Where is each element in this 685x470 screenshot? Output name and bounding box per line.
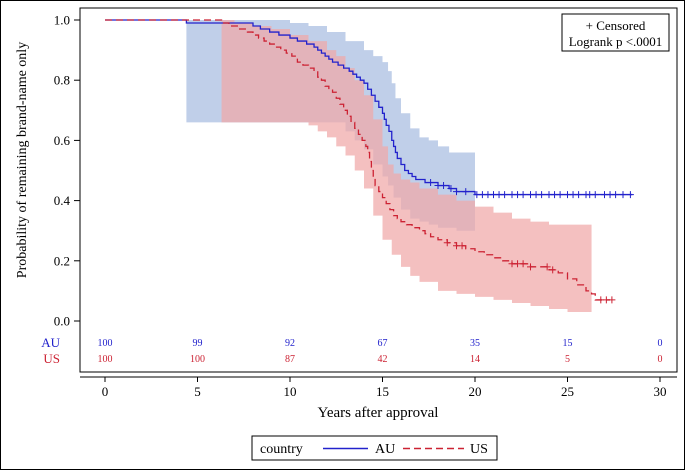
x-axis: 0 5 10 15 20 25 30 (80, 376, 677, 399)
y-tick-label: 0.0 (54, 314, 70, 329)
at-risk-value-us: 100 (98, 354, 113, 365)
censor-mark-au-0 (427, 179, 435, 187)
line-au (105, 19, 633, 196)
y-tick-label: 0.8 (54, 73, 70, 88)
plot-frame (79, 7, 678, 373)
censor-mark-au-5 (462, 188, 470, 196)
x-tick-label: 15 (376, 384, 389, 399)
censor-mark-au-11 (501, 191, 509, 199)
censor-mark-au-29 (612, 191, 620, 199)
censor-mark-au-26 (591, 191, 599, 199)
censor-mark-us-8 (549, 266, 557, 274)
at-risk-value-au: 0 (658, 338, 663, 349)
censor-mark-au-20 (556, 191, 564, 199)
legend-title: country (260, 442, 303, 457)
censor-mark-us-2 (458, 242, 466, 250)
y-tick-label: 0.4 (54, 193, 71, 208)
survival-lines (105, 19, 633, 301)
censored-label: + Censored (586, 18, 646, 33)
x-tick-label: 10 (284, 384, 297, 399)
legend-entry-au: AU (375, 442, 395, 457)
x-axis-label: Years after approval (318, 405, 439, 421)
x-tick-label: 25 (561, 384, 574, 399)
confidence-bands (105, 20, 592, 315)
at-risk-table: AU 100 99 92 67 35 15 0 US 100 100 87 42 14 5 0 (41, 335, 662, 366)
at-risk-value-us: 87 (285, 354, 295, 365)
censor-mark-au-3 (447, 185, 455, 193)
censor-mark-au-30 (619, 191, 627, 199)
band-au (105, 20, 475, 231)
line-us (105, 19, 611, 301)
x-tick-label: 0 (102, 384, 109, 399)
at-risk-value-us: 0 (658, 354, 663, 365)
logrank-label: Logrank p <.0001 (569, 34, 663, 49)
inset-box: + Censored Logrank p <.0001 (561, 13, 670, 52)
y-axis: 0.0 0.2 0.4 0.6 0.8 1.0 (54, 13, 80, 329)
censor-mark-au-31 (626, 191, 634, 199)
y-axis-label: Probability of remaining brand-name only (15, 42, 30, 278)
at-risk-value-au: 15 (563, 338, 573, 349)
at-risk-row-label-us: US (43, 351, 60, 366)
censor-mark-us-11 (608, 296, 616, 304)
at-risk-value-us: 100 (190, 354, 205, 365)
censor-mark-au-2 (440, 182, 448, 190)
censor-mark-au-4 (453, 188, 460, 196)
legend: country AU US (251, 435, 498, 461)
censor-mark-au-14 (519, 191, 527, 199)
x-tick-label: 20 (469, 384, 482, 399)
at-risk-value-au: 35 (470, 338, 480, 349)
at-risk-value-us: 5 (565, 354, 570, 365)
censor-mark-us-0 (443, 239, 451, 247)
at-risk-value-us: 14 (470, 354, 480, 365)
y-tick-label: 0.2 (54, 253, 70, 268)
at-risk-value-au: 92 (285, 338, 295, 349)
y-tick-label: 1.0 (54, 13, 70, 28)
y-tick-label: 0.6 (54, 133, 71, 148)
censor-mark-au-23 (575, 191, 583, 199)
legend-entry-us: US (470, 442, 488, 457)
legend-box (251, 435, 498, 461)
censor-mark-us-5 (519, 260, 527, 268)
censored-markers (427, 179, 634, 304)
at-risk-value-au: 100 (98, 338, 113, 349)
at-risk-value-au: 67 (378, 338, 388, 349)
x-tick-label: 5 (194, 384, 201, 399)
censor-mark-us-6 (527, 263, 534, 271)
at-risk-row-label-au: AU (41, 335, 60, 350)
censor-mark-us-7 (543, 263, 551, 271)
band-us (105, 20, 592, 315)
censor-mark-au-17 (538, 191, 546, 199)
x-tick-label: 30 (654, 384, 667, 399)
at-risk-value-au: 99 (193, 338, 203, 349)
at-risk-value-us: 42 (378, 354, 388, 365)
